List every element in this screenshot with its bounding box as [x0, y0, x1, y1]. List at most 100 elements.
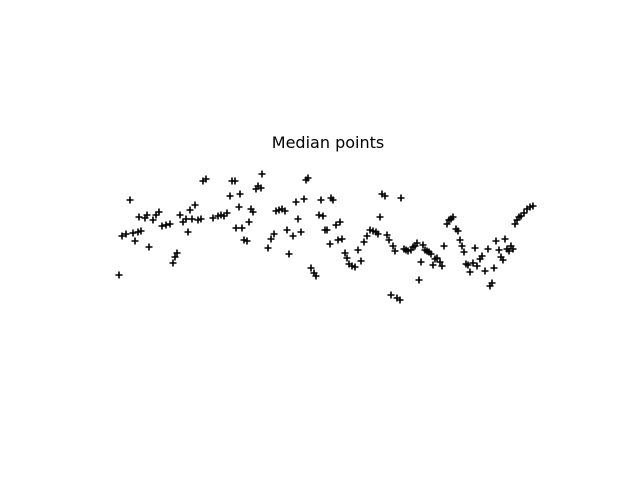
- marker: [413, 239, 421, 247]
- marker: [501, 235, 509, 243]
- marker: [460, 248, 468, 256]
- marker: [363, 232, 371, 240]
- marker: [232, 224, 240, 232]
- marker: [334, 236, 342, 244]
- marker: [458, 242, 466, 250]
- marker: [478, 252, 486, 260]
- marker: [492, 237, 500, 245]
- marker: [323, 226, 331, 234]
- marker: [351, 263, 359, 271]
- marker: [143, 211, 151, 219]
- marker: [169, 259, 177, 267]
- marker: [319, 212, 327, 220]
- marker: [131, 237, 139, 245]
- marker: [332, 221, 340, 229]
- marker: [381, 192, 389, 200]
- marker: [129, 229, 137, 237]
- marker: [231, 177, 239, 185]
- marker: [490, 264, 498, 272]
- marker: [166, 220, 174, 228]
- marker: [389, 242, 397, 250]
- marker: [391, 247, 399, 255]
- marker: [520, 209, 528, 217]
- marker: [427, 250, 435, 258]
- marker: [176, 211, 184, 219]
- marker: [343, 254, 351, 262]
- marker: [135, 213, 143, 221]
- marker: [495, 246, 503, 254]
- marker: [294, 215, 302, 223]
- marker: [145, 243, 153, 251]
- marker: [484, 245, 492, 253]
- marker: [317, 196, 325, 204]
- marker: [292, 198, 300, 206]
- marker: [440, 242, 448, 250]
- marker: [289, 232, 297, 240]
- marker: [297, 228, 305, 236]
- marker: [374, 230, 382, 238]
- marker: [383, 231, 391, 239]
- marker: [466, 268, 474, 276]
- marker: [438, 262, 446, 270]
- marker: [238, 224, 246, 232]
- marker: [182, 215, 190, 223]
- marker: [122, 230, 130, 238]
- marker: [360, 238, 368, 246]
- marker: [336, 218, 344, 226]
- marker: [433, 254, 441, 262]
- marker: [354, 246, 362, 254]
- marker: [162, 221, 170, 229]
- marker: [315, 211, 323, 219]
- marker: [471, 244, 479, 252]
- marker: [449, 213, 457, 221]
- marker: [223, 209, 231, 217]
- marker: [300, 195, 308, 203]
- marker: [184, 228, 192, 236]
- marker: [456, 236, 464, 244]
- marker: [171, 253, 179, 261]
- marker: [529, 202, 537, 210]
- marker: [118, 232, 126, 240]
- marker: [186, 206, 194, 214]
- marker: [436, 258, 444, 266]
- marker: [197, 215, 205, 223]
- marker: [249, 208, 257, 216]
- marker: [415, 276, 423, 284]
- marker: [226, 192, 234, 200]
- marker: [270, 230, 278, 238]
- marker: [454, 227, 462, 235]
- marker: [417, 258, 425, 266]
- marker: [264, 244, 272, 252]
- marker: [245, 218, 253, 226]
- marker: [396, 296, 404, 304]
- marker: [149, 216, 157, 224]
- marker: [235, 203, 243, 211]
- marker: [419, 241, 427, 249]
- marker: [258, 170, 266, 178]
- marker: [499, 256, 507, 264]
- marker: [257, 184, 265, 192]
- marker: [481, 267, 489, 275]
- marker: [267, 235, 275, 243]
- marker: [429, 261, 437, 269]
- marker: [126, 196, 134, 204]
- chart-title: Median points: [272, 133, 384, 152]
- marker: [443, 220, 451, 228]
- marker: [488, 279, 496, 287]
- marker: [155, 208, 163, 216]
- marker: [385, 236, 393, 244]
- marker: [158, 222, 166, 230]
- marker: [464, 261, 472, 269]
- marker: [188, 215, 196, 223]
- marker: [304, 174, 312, 182]
- marker: [376, 213, 384, 221]
- marker: [511, 220, 519, 228]
- marker: [137, 227, 145, 235]
- marker: [209, 214, 217, 222]
- marker: [387, 291, 395, 299]
- marker: [326, 240, 334, 248]
- marker: [281, 207, 289, 215]
- marker: [469, 259, 477, 267]
